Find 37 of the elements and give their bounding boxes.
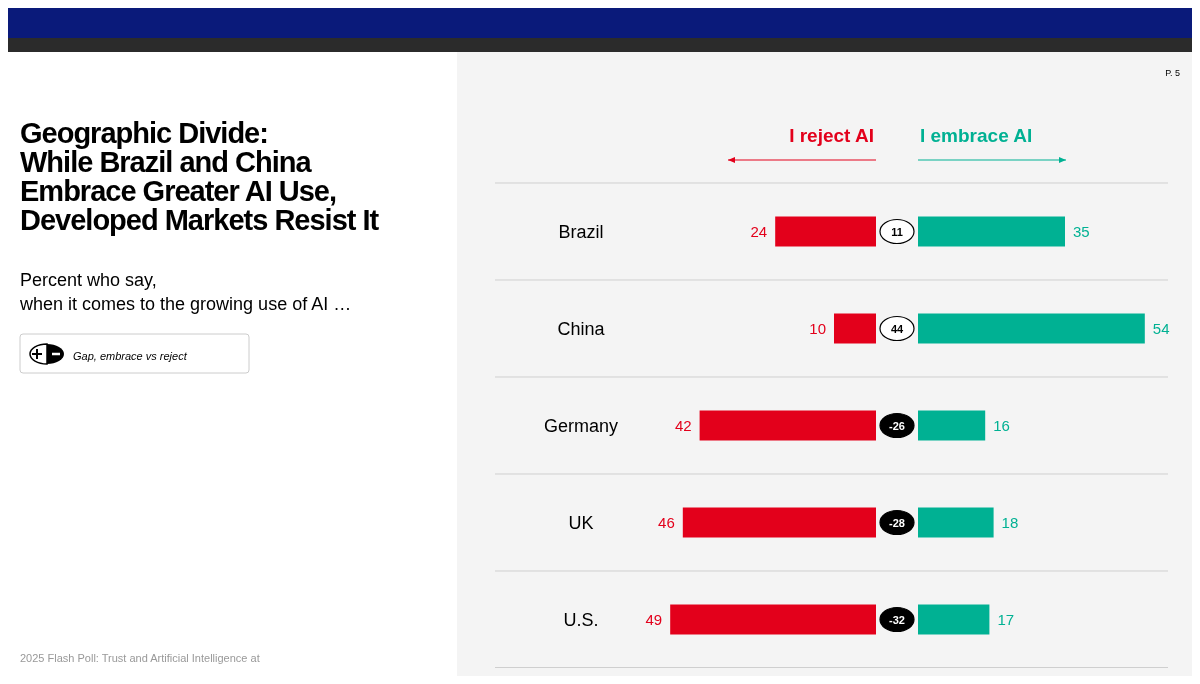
data-label: 35 (1073, 222, 1090, 240)
y-tick-label: U.S. (563, 609, 599, 630)
bar (918, 410, 986, 441)
bar (918, 604, 990, 635)
bar (834, 313, 876, 344)
bar (918, 216, 1065, 247)
text: -28 (889, 516, 905, 529)
bar (670, 604, 876, 635)
bar (699, 410, 876, 441)
bar (775, 216, 876, 247)
y-tick-label: UK (568, 512, 594, 533)
bar (918, 313, 1145, 344)
text: I embrace AI (920, 125, 1033, 146)
text: -26 (889, 419, 905, 432)
data-label: 18 (1001, 513, 1019, 531)
text: 44 (890, 322, 904, 335)
data-label: 17 (997, 610, 1015, 628)
text: Geographic Divide: While Brazil and China Embrace Greater AI Use, Developed Markets Resist It (20, 117, 380, 236)
data-label: 10 (809, 319, 826, 337)
data-label: 42 (674, 416, 692, 434)
text: I reject AI (789, 125, 874, 146)
bar (682, 507, 876, 538)
y-tick-label: Brazil (558, 221, 604, 242)
data-label: 24 (750, 222, 768, 240)
y-tick-label: China (557, 318, 606, 339)
y-tick-label: Germany (543, 415, 619, 436)
data-label: 16 (993, 416, 1010, 434)
text: -32 (889, 613, 905, 626)
bar (918, 507, 994, 538)
text: P. 5 (1165, 68, 1180, 78)
data-label: 46 (658, 513, 675, 531)
text: Percent who say, when it comes to the growing use of AI … (19, 270, 352, 314)
data-label: 54 (1152, 319, 1170, 337)
text: 2025 Flash Poll: Trust and Artificial Intelligence at (20, 652, 260, 664)
data-label: 49 (645, 610, 663, 628)
text: 11 (891, 225, 903, 238)
text: Gap, embrace vs reject (73, 350, 188, 362)
